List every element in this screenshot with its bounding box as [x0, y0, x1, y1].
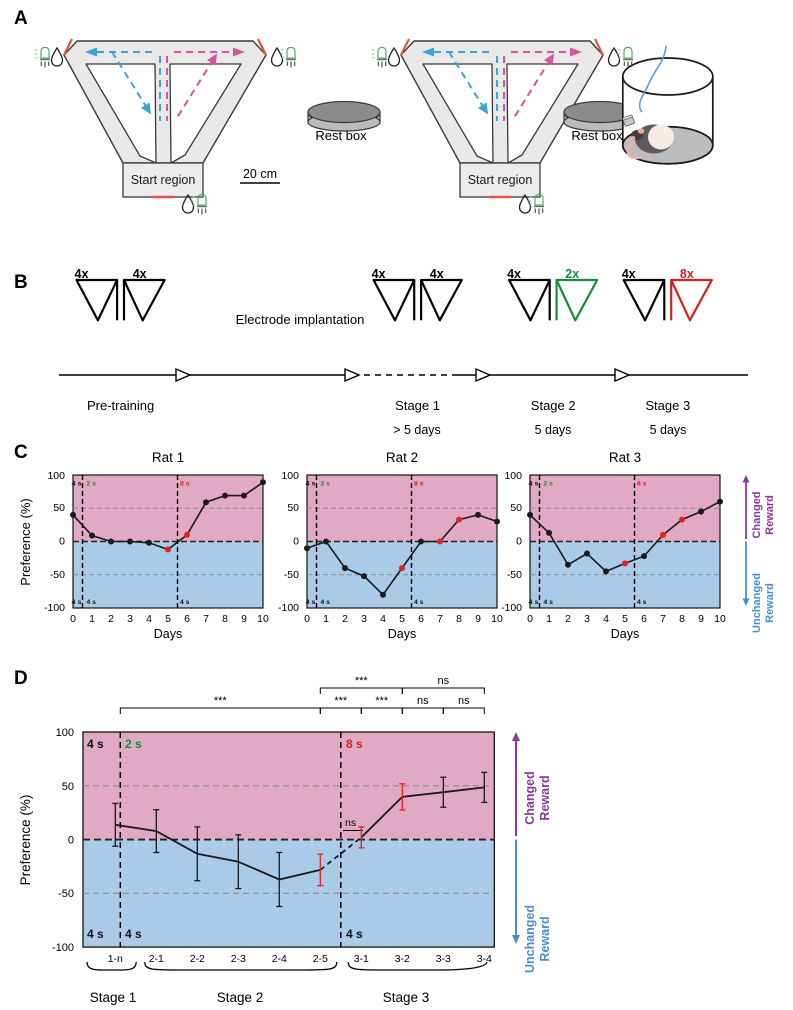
svg-text:Stage 3: Stage 3	[645, 398, 690, 413]
svg-text:Changed: Changed	[523, 771, 537, 824]
svg-text:Rat 1: Rat 1	[152, 450, 184, 465]
svg-text:-50: -50	[58, 888, 74, 900]
svg-text:Rest box: Rest box	[571, 128, 623, 143]
svg-text:3-2: 3-2	[395, 953, 410, 965]
svg-text:Pre-training: Pre-training	[87, 398, 154, 413]
svg-text:ns: ns	[345, 817, 356, 829]
svg-text:3-4: 3-4	[477, 953, 492, 965]
svg-text:3-3: 3-3	[436, 953, 451, 965]
svg-text:0: 0	[68, 835, 74, 847]
svg-text:50: 50	[62, 781, 74, 793]
svg-text:4 s: 4 s	[87, 927, 104, 941]
svg-text:Reward: Reward	[538, 916, 552, 961]
svg-text:4 s: 4 s	[87, 737, 104, 751]
svg-text:Stage 3: Stage 3	[383, 990, 430, 1005]
svg-text:4x: 4x	[430, 267, 444, 281]
svg-text:20 cm: 20 cm	[243, 167, 277, 181]
svg-text:4x: 4x	[372, 267, 386, 281]
svg-text:ns: ns	[458, 695, 470, 707]
svg-text:Rest box: Rest box	[315, 128, 367, 143]
svg-text:-100: -100	[52, 942, 74, 954]
svg-text:Preference (%): Preference (%)	[18, 498, 33, 585]
svg-text:***: ***	[334, 695, 348, 707]
svg-text:Stage 2: Stage 2	[217, 990, 264, 1005]
svg-text:Electrode implantation: Electrode implantation	[236, 312, 365, 327]
svg-text:Reward: Reward	[764, 583, 776, 623]
svg-text:4x: 4x	[75, 267, 89, 281]
svg-text:2-2: 2-2	[190, 953, 205, 965]
svg-text:3-1: 3-1	[354, 953, 369, 965]
svg-text:Rat 2: Rat 2	[386, 450, 418, 465]
svg-text:Stage 1: Stage 1	[395, 398, 440, 413]
svg-text:Reward: Reward	[538, 775, 552, 820]
svg-text:***: ***	[355, 675, 369, 687]
svg-text:5 days: 5 days	[535, 423, 572, 437]
svg-text:Reward: Reward	[764, 495, 776, 535]
svg-text:Changed: Changed	[751, 491, 763, 538]
svg-text:***: ***	[214, 695, 228, 707]
svg-text:4 s: 4 s	[346, 927, 363, 941]
svg-text:2-1: 2-1	[149, 953, 164, 965]
svg-text:8x: 8x	[680, 267, 694, 281]
svg-text:Preference (%): Preference (%)	[18, 795, 33, 886]
svg-text:Unchanged: Unchanged	[523, 905, 537, 973]
svg-text:ns: ns	[417, 695, 429, 707]
svg-text:1-n: 1-n	[108, 953, 123, 965]
svg-text:4x: 4x	[133, 267, 147, 281]
svg-text:ns: ns	[437, 675, 449, 687]
svg-text:2 s: 2 s	[125, 737, 142, 751]
svg-text:2-4: 2-4	[272, 953, 287, 965]
svg-text:2x: 2x	[565, 267, 579, 281]
svg-text:4x: 4x	[622, 267, 636, 281]
svg-text:4 s: 4 s	[125, 927, 142, 941]
svg-text:Stage 2: Stage 2	[531, 398, 576, 413]
svg-text:100: 100	[56, 727, 74, 739]
svg-text:> 5 days: > 5 days	[393, 423, 441, 437]
svg-text:2-5: 2-5	[313, 953, 328, 965]
svg-text:***: ***	[375, 695, 389, 707]
svg-text:Stage 1: Stage 1	[90, 990, 137, 1005]
svg-text:4x: 4x	[507, 267, 521, 281]
svg-text:Rat 3: Rat 3	[609, 450, 641, 465]
svg-text:Unchanged: Unchanged	[751, 573, 763, 633]
svg-text:5 days: 5 days	[650, 423, 687, 437]
svg-text:8 s: 8 s	[346, 737, 363, 751]
svg-text:2-3: 2-3	[231, 953, 246, 965]
